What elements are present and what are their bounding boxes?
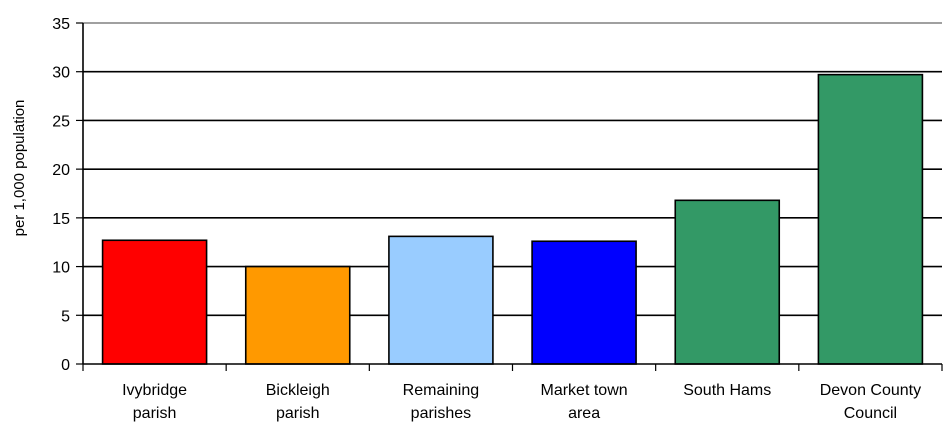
y-tick-label: 30 <box>52 65 70 82</box>
y-tick-label: 5 <box>61 308 70 325</box>
y-axis-title: per 1,000 population <box>11 100 28 237</box>
bar <box>388 235 494 365</box>
y-tick-label: 20 <box>52 162 70 179</box>
bars <box>101 73 924 365</box>
y-tick-label: 10 <box>52 260 70 277</box>
x-category-label: South Hams <box>683 382 771 399</box>
axes <box>76 22 943 371</box>
bar <box>244 265 351 365</box>
x-category-label: Remaining parishes <box>403 382 479 422</box>
y-tick-label: 25 <box>52 113 70 130</box>
y-tick-label: 15 <box>52 211 70 228</box>
gridlines <box>83 22 942 317</box>
bar <box>101 239 208 365</box>
y-tick-label: 35 <box>52 16 70 33</box>
bar <box>817 73 924 365</box>
y-tick-labels: 0 5 10 15 20 25 30 35 <box>52 16 70 374</box>
x-category-label: Devon County Council <box>820 382 921 422</box>
bar <box>531 240 637 365</box>
x-tick-labels: Ivybridge parish Bickleigh parish Remaining p… <box>122 382 921 422</box>
x-category-label: Ivybridge parish <box>122 382 187 422</box>
y-tick-label: 0 <box>61 357 70 374</box>
x-category-label: Bickleigh parish <box>266 382 330 422</box>
x-category-label: Market town area <box>541 382 628 422</box>
bar <box>674 199 781 365</box>
